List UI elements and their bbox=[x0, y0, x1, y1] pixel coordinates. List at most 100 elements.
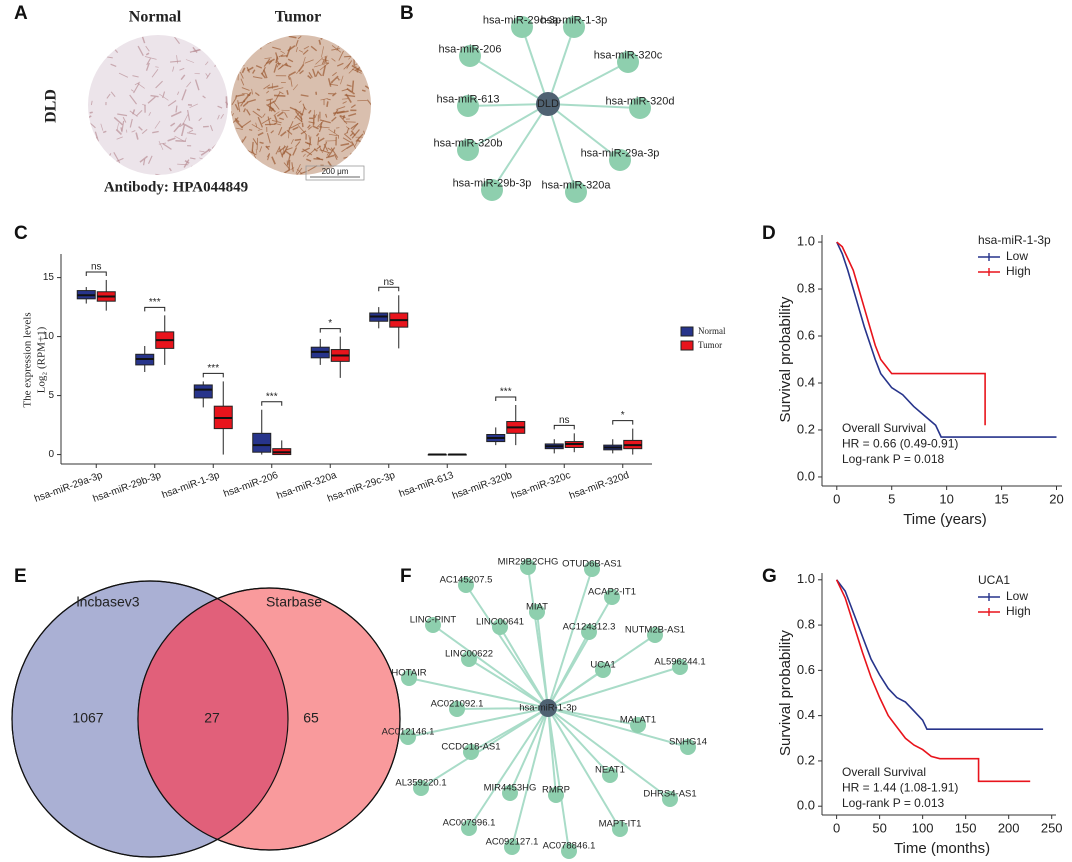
legend-label: High bbox=[1006, 604, 1031, 618]
network-edge bbox=[536, 611, 549, 709]
significance-label: ns bbox=[91, 262, 102, 273]
tissue-fiber bbox=[205, 73, 209, 77]
x-axis-label: Time (months) bbox=[894, 840, 990, 857]
tissue-fiber bbox=[276, 63, 280, 68]
tissue-fiber bbox=[363, 170, 371, 173]
annotation: HR = 1.44 (1.08-1.91) bbox=[842, 781, 958, 795]
tissue-fiber bbox=[292, 147, 298, 156]
significance-label: ns bbox=[559, 415, 570, 426]
tissue-fiber bbox=[286, 129, 293, 135]
venn-set-label: lncbasev3 bbox=[76, 594, 139, 610]
tissue-fiber bbox=[345, 161, 356, 164]
tissue-fiber bbox=[295, 47, 298, 53]
tissue-fiber bbox=[168, 167, 172, 172]
tissue-fiber bbox=[174, 135, 185, 142]
tissue-fiber bbox=[206, 72, 211, 79]
y-tick-label: 1.0 bbox=[797, 233, 815, 248]
tissue-fiber bbox=[344, 94, 356, 98]
network-node bbox=[629, 97, 651, 119]
tissue-fiber bbox=[237, 100, 241, 112]
tissue-fiber bbox=[329, 83, 339, 86]
tissue-fiber bbox=[342, 101, 347, 104]
tissue-fiber bbox=[170, 110, 182, 118]
antibody-label: Antibody: HPA044849 bbox=[104, 179, 248, 195]
tissue-fiber bbox=[89, 173, 97, 175]
tissue-fiber bbox=[145, 45, 150, 52]
legend-swatch bbox=[680, 340, 694, 351]
node-label: HOTAIR bbox=[391, 668, 426, 679]
node-label: DHRS4-AS1 bbox=[643, 789, 696, 800]
tissue-fiber bbox=[116, 123, 119, 131]
tissue-fiber bbox=[343, 121, 356, 123]
scale-bar-box bbox=[305, 165, 365, 181]
network-node bbox=[529, 604, 545, 620]
significance-bracket bbox=[612, 420, 634, 425]
tissue-fiber bbox=[252, 110, 263, 119]
tissue-fiber bbox=[341, 98, 349, 100]
tissue-fiber bbox=[246, 40, 251, 43]
tissue-fiber bbox=[88, 35, 96, 41]
tissue-fiber bbox=[328, 128, 338, 136]
significance-bracket bbox=[85, 271, 107, 276]
tissue-fiber bbox=[298, 49, 304, 53]
x-tick-label: 200 bbox=[998, 820, 1020, 835]
tissue-fiber bbox=[290, 77, 293, 87]
panel-label: E bbox=[14, 566, 27, 587]
tissue-fiber bbox=[241, 87, 250, 91]
tissue-fiber bbox=[225, 101, 228, 109]
network-edge bbox=[469, 55, 549, 105]
network-edge bbox=[547, 707, 639, 726]
tissue-fiber bbox=[306, 148, 316, 157]
tissue-fiber bbox=[271, 119, 282, 124]
tissue-fiber bbox=[304, 141, 311, 145]
tissue-fiber bbox=[263, 84, 271, 90]
tissue-fiber bbox=[162, 91, 166, 99]
tissue-fiber bbox=[346, 84, 352, 87]
tissue-fiber bbox=[350, 122, 359, 130]
tissue-fiber bbox=[294, 167, 303, 175]
tissue-fiber bbox=[262, 113, 266, 118]
tissue-fiber bbox=[345, 126, 350, 130]
tissue-fiber bbox=[248, 160, 254, 165]
tissue-fiber bbox=[170, 122, 176, 127]
y-tick-label: 0.2 bbox=[797, 421, 815, 436]
tissue-fiber bbox=[343, 159, 350, 163]
tissue-fiber bbox=[354, 154, 360, 160]
y-axis-label: Survival probability bbox=[777, 296, 794, 422]
tissue-fiber bbox=[259, 42, 262, 47]
node-label: MALAT1 bbox=[620, 715, 656, 726]
network-center bbox=[536, 92, 560, 116]
tissue-fiber bbox=[187, 168, 192, 173]
tissue-fiber bbox=[298, 100, 302, 104]
tissue-fiber bbox=[276, 59, 281, 66]
tissue-fiber bbox=[259, 141, 264, 145]
x-tick-label: 0 bbox=[833, 491, 840, 506]
tissue-fiber bbox=[311, 68, 317, 78]
tissue-fiber bbox=[270, 171, 276, 175]
tissue-fiber bbox=[216, 35, 224, 39]
network-edge bbox=[547, 669, 604, 709]
tissue-fiber bbox=[318, 125, 323, 133]
tissue-fiber bbox=[276, 111, 284, 117]
center-label: DLD bbox=[537, 98, 559, 110]
tissue-fiber bbox=[141, 128, 148, 134]
tissue-fiber bbox=[312, 114, 315, 126]
tissue-fiber bbox=[308, 126, 313, 130]
x-tick-label: hsa-miR-613 bbox=[398, 470, 456, 500]
venn-count: 27 bbox=[204, 710, 220, 726]
tissue-normal bbox=[88, 35, 228, 175]
tissue-fiber bbox=[297, 125, 307, 135]
tissue-fiber bbox=[242, 149, 247, 156]
tissue-fiber bbox=[175, 105, 178, 113]
tissue-fiber bbox=[88, 66, 97, 75]
tissue-fiber bbox=[141, 36, 146, 44]
node-label: hsa-miR-613 bbox=[437, 93, 500, 105]
tissue-fiber bbox=[292, 126, 299, 131]
tissue-fiber bbox=[261, 117, 272, 125]
tissue-fiber bbox=[151, 68, 159, 78]
tissue-fiber bbox=[231, 97, 237, 105]
tissue-fiber bbox=[302, 153, 306, 157]
tissue-fiber bbox=[344, 55, 351, 58]
annotation: Log-rank P = 0.018 bbox=[842, 452, 945, 466]
